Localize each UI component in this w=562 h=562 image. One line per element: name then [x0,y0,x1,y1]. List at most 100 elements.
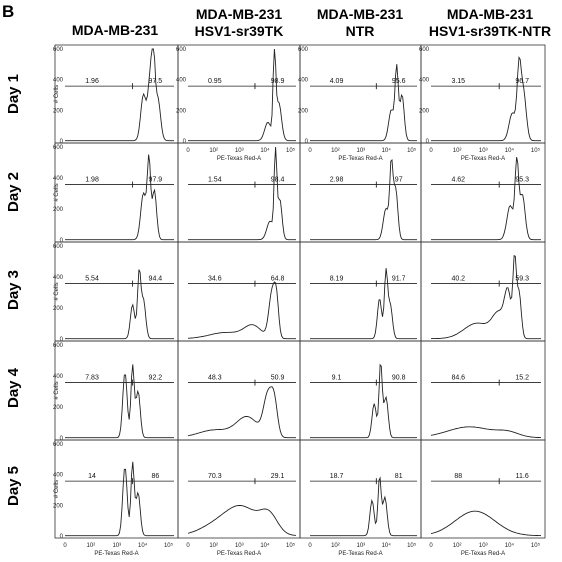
column-title-1-line-1: MDA-MB-231 [71,22,159,38]
column-title-3: MDA-MB-231 NTR [300,6,420,40]
cell-frame-r3c2 [177,241,301,342]
x-tick-label-r5c4-3: 10⁴ [505,542,515,549]
x-tick-label-r5c1-4: 10⁵ [164,542,174,549]
gate-right-percent-r4c3: 90.8 [392,375,406,382]
column-title-3-line-2: NTR [345,23,375,39]
gate-right-percent-r5c4: 11.6 [516,473,529,480]
gate-right-percent-r3c4: 59.3 [515,276,529,283]
x-tick-label-r1c4-2: 10³ [479,148,488,154]
x-tick-label-r1c3-2: 10³ [356,148,365,154]
x-tick-label-r5c2-4: 10⁵ [286,542,296,549]
y-tick-label-r1c4-1: 400 [419,78,430,84]
y-tick-label-r2c1-1: 400 [53,176,64,182]
gate-left-percent-r5c2: 70.3 [208,473,222,480]
column-title-4-line-1: MDA-MB-231 [446,6,534,22]
gate-left-percent-r2c4: 4.62 [451,177,465,184]
histogram-curve-r5c3 [310,476,417,537]
gate-left-percent-r4c2: 48.3 [208,375,222,382]
histogram-curve-r2c2 [188,146,296,241]
y-axis-label-r3c1: # Cells [54,282,60,300]
histogram-curve-r2c1 [65,154,174,241]
y-tick-label-r1c2-3: 0 [183,139,187,145]
x-tick-label-r5c4-4: 10⁵ [531,542,541,549]
x-axis-label-r1c4: PE-Texas Red-A [461,156,505,162]
cell-frame-r5c1 [54,439,179,539]
x-tick-label-r1c2-1: 10² [209,148,218,154]
y-tick-label-r4c1-1: 400 [53,374,64,380]
gate-left-percent-r4c1: 7.83 [85,375,99,382]
x-axis-label-r5c1: PE-Texas Red-A [94,551,138,557]
panel-label: B [2,2,15,21]
x-tick-label-r5c2-0: 0 [186,543,190,549]
y-tick-label-r1c1-2: 200 [53,108,64,114]
column-title-2-line-1: MDA-MB-231 [195,6,283,22]
x-tick-label-r1c2-2: 10³ [235,148,244,154]
x-tick-label-r5c3-0: 0 [308,543,312,549]
gate-right-percent-r3c2: 64.8 [271,276,285,283]
histogram-curve-r2c3 [310,158,417,241]
column-title-1: MDA-MB-231 [55,22,175,39]
gate-left-percent-r2c3: 2.98 [330,177,344,184]
histogram-curve-r3c1 [65,269,174,340]
histogram-curve-r4c2 [187,386,296,439]
histogram-curve-r4c4 [430,426,541,439]
y-tick-label-r1c3-2: 200 [298,108,309,114]
x-tick-label-r5c1-3: 10⁴ [138,542,148,549]
gate-right-percent-r1c1: 97.5 [149,78,163,85]
y-tick-label-r1c1-0: 600 [53,47,64,53]
x-axis-label-r1c3: PE-Texas Red-A [338,156,382,162]
x-tick-label-r1c4-1: 10² [453,148,462,154]
gate-right-percent-r2c2: 98.4 [271,177,285,184]
histogram-curve-r4c3 [310,363,417,439]
y-tick-label-r1c4-3: 0 [426,139,430,145]
column-title-2-line-2: HSV1-sr39TK [194,23,284,39]
x-tick-label-r5c2-1: 10² [209,543,218,549]
gate-right-percent-r3c1: 94.4 [149,276,163,283]
y-axis-label-r4c1: # Cells [54,381,60,399]
cell-frame-r1c2 [177,44,301,144]
gate-right-percent-r1c2: 98.9 [271,78,285,85]
gate-left-percent-r2c1: 1.98 [85,177,99,184]
y-tick-label-r5c1-3: 0 [60,534,64,540]
y-tick-label-r1c4-2: 200 [419,108,430,114]
y-tick-label-r1c2-0: 600 [176,47,187,53]
cell-frame-r4c4 [420,340,546,441]
gate-left-percent-r3c2: 34.6 [208,276,222,283]
y-tick-label-r1c3-1: 400 [298,78,309,84]
y-tick-label-r2c1-3: 0 [60,238,64,244]
y-tick-label-r5c1-2: 200 [53,503,64,509]
cell-frame-r3c4 [420,241,546,342]
x-tick-label-r1c3-0: 0 [308,148,312,154]
histogram-curve-r3c3 [310,268,417,340]
x-tick-label-r5c4-2: 10³ [479,543,488,549]
x-tick-label-r1c3-4: 10⁵ [407,147,417,154]
histogram-curve-r1c3 [310,64,417,142]
x-axis-label-r5c2: PE-Texas Red-A [217,551,261,557]
gate-right-percent-r5c3: 81 [395,473,403,480]
gate-left-percent-r5c3: 18.7 [330,473,344,480]
gate-right-percent-r2c4: 95.3 [515,177,529,184]
gate-left-percent-r2c2: 1.54 [208,177,222,184]
cell-frame-r4c3 [299,340,422,441]
gate-left-percent-r1c4: 3.15 [451,78,465,85]
x-tick-label-r5c1-0: 0 [63,543,67,549]
y-tick-label-r1c3-3: 0 [305,139,309,145]
x-axis-label-r1c2: PE-Texas Red-A [217,156,261,162]
y-tick-label-r5c1-1: 400 [53,473,64,479]
histogram-curve-r1c4 [431,55,541,142]
cell-frame-r1c3 [299,44,422,144]
x-tick-label-r1c3-3: 10⁴ [382,147,392,154]
cell-frame-r4c1 [54,340,179,441]
gate-left-percent-r1c1: 1.96 [85,78,99,85]
histogram-curve-r3c2 [187,281,296,340]
histogram-curve-r1c2 [188,48,296,142]
column-title-2: MDA-MB-231 HSV1-sr39TK [178,6,300,40]
y-tick-label-r4c1-0: 600 [53,343,64,349]
y-tick-label-r1c3-0: 600 [298,47,309,53]
gate-right-percent-r4c1: 92.2 [149,375,163,382]
gate-right-percent-r5c1: 86 [151,473,159,480]
y-tick-label-r1c2-2: 200 [176,108,187,114]
gate-left-percent-r3c3: 8.19 [330,276,344,283]
cell-frame-r5c2 [177,439,301,539]
